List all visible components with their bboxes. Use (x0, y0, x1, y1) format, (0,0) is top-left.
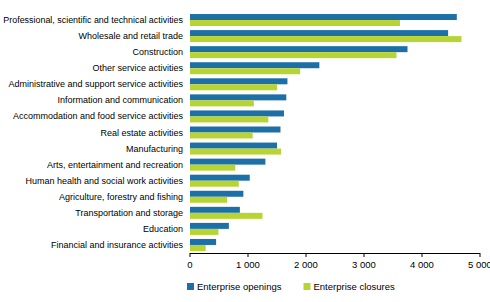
bar (190, 191, 243, 197)
tick-label: 3 000 (352, 259, 376, 270)
bar (190, 20, 400, 26)
bar (190, 229, 218, 235)
legend-label: Enterprise closures (314, 281, 396, 292)
bar (190, 84, 277, 90)
tick (248, 253, 249, 257)
category-label: Education (143, 224, 183, 234)
bar (190, 245, 206, 251)
category-label: Real estate activities (100, 128, 183, 138)
bar (190, 62, 319, 68)
bar (190, 110, 284, 116)
category-label: Financial and insurance activities (51, 240, 184, 250)
bar (190, 100, 254, 106)
category-label: Other service activities (92, 63, 183, 73)
tick-label: 5 000 (468, 259, 490, 270)
category-label: Construction (132, 47, 183, 57)
bar (190, 175, 250, 181)
bar (190, 52, 396, 58)
bar (190, 143, 277, 149)
tick-label: 0 (187, 259, 192, 270)
category-label: Wholesale and retail trade (78, 31, 183, 41)
tick (422, 253, 423, 257)
tick (306, 253, 307, 257)
x-axis (190, 253, 480, 254)
category-label: Professional, scientific and technical a… (3, 15, 183, 25)
bar (190, 127, 280, 133)
tick-label: 4 000 (410, 259, 434, 270)
category-label: Accommodation and food service activitie… (13, 111, 184, 121)
legend-swatch (187, 283, 194, 290)
chart: Professional, scientific and technical a… (0, 0, 490, 302)
bar (190, 197, 227, 203)
bar (190, 207, 240, 213)
category-label: Administrative and support service activ… (8, 79, 183, 89)
category-label: Manufacturing (126, 144, 183, 154)
bar (190, 68, 300, 74)
tick (364, 253, 365, 257)
legend-swatch (304, 283, 311, 290)
category-label: Human health and social work activities (25, 176, 183, 186)
bar (190, 165, 235, 171)
bar (190, 30, 448, 36)
tick (190, 253, 191, 257)
tick (480, 253, 481, 257)
category-label: Agriculture, forestry and fishing (59, 192, 183, 202)
bar (190, 181, 239, 187)
bar (190, 78, 287, 84)
bars (190, 14, 461, 251)
bar (190, 14, 457, 20)
category-label: Information and communication (57, 95, 183, 105)
tick-label: 1 000 (236, 259, 260, 270)
category-label: Arts, entertainment and recreation (47, 160, 183, 170)
bar (190, 46, 408, 52)
legend-label: Enterprise openings (197, 281, 282, 292)
bar (190, 213, 263, 219)
category-label: Transportation and storage (75, 208, 183, 218)
bar (190, 36, 461, 42)
bar (190, 116, 268, 122)
bar (190, 94, 286, 100)
bar (190, 239, 216, 245)
tick-label: 2 000 (294, 259, 318, 270)
bar (190, 223, 229, 229)
bar (190, 159, 265, 165)
bar (190, 133, 253, 139)
bar (190, 149, 281, 155)
